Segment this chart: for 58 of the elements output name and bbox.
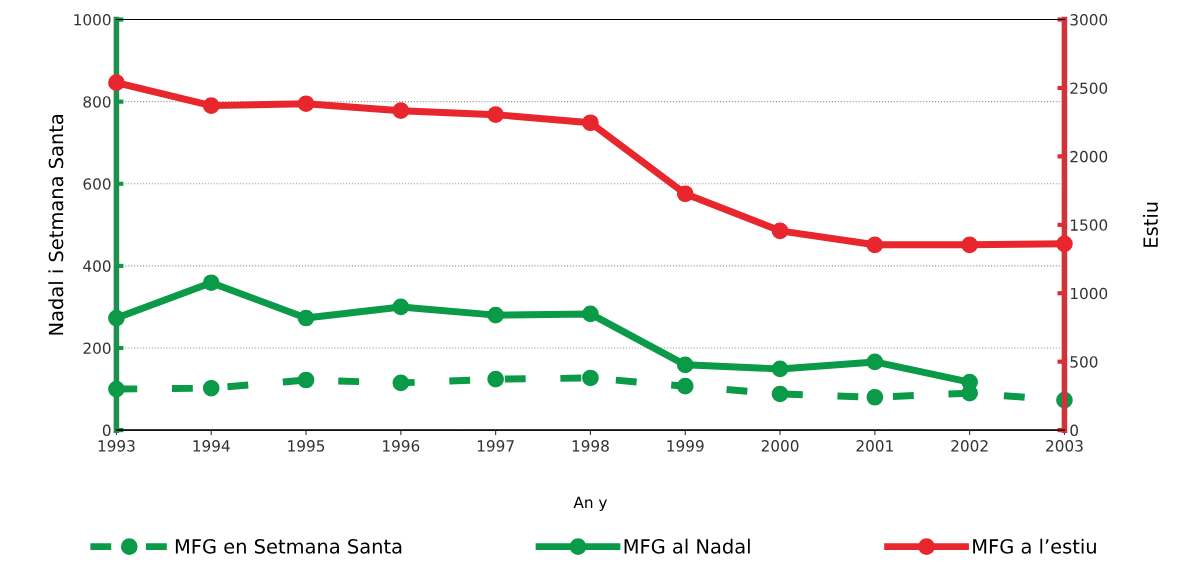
x-tick-label: 1998 <box>572 440 609 452</box>
point <box>108 74 125 91</box>
point <box>582 369 599 387</box>
x-tick-label: 1997 <box>477 440 514 452</box>
point <box>297 309 315 327</box>
point <box>866 236 884 254</box>
y2-tick-label: 1000 <box>1070 287 1108 300</box>
point <box>487 370 504 388</box>
y-tick-label: 400 <box>83 260 111 272</box>
point <box>392 298 410 316</box>
x-tick-label: 1995 <box>288 440 325 452</box>
x-tick-label: 2003 <box>1046 440 1083 452</box>
point <box>202 97 220 114</box>
point <box>676 185 694 203</box>
y-tick-label: 1000 <box>74 14 111 26</box>
point <box>297 95 315 113</box>
point <box>771 222 789 240</box>
point <box>582 305 599 323</box>
x-tick-label: 1999 <box>667 440 704 452</box>
point <box>582 114 599 132</box>
point <box>487 306 504 324</box>
point <box>297 371 315 389</box>
point <box>676 356 694 374</box>
legend-label: MFG en Setmana Santa <box>175 539 402 554</box>
x-tick-label: 2001 <box>856 440 893 452</box>
y-tick-label: 200 <box>83 342 111 355</box>
point <box>961 236 978 254</box>
y-axis-title: Nadal i Setmana Santa <box>48 114 64 335</box>
y2-tick-label: 1500 <box>1070 219 1108 231</box>
legend-label: MFG a l’estiu <box>973 538 1096 554</box>
x-tick-label: 1994 <box>193 440 230 452</box>
x-axis-title: An y <box>573 496 607 512</box>
point <box>676 377 694 395</box>
y2-tick-label: 500 <box>1070 356 1098 368</box>
y-tick-label: 600 <box>83 178 111 190</box>
point <box>487 106 504 123</box>
y-tick-label: 0 <box>102 424 111 437</box>
x-tick-label: 1996 <box>383 440 420 452</box>
point <box>202 274 220 292</box>
x-tick-label: 2002 <box>951 440 988 452</box>
point <box>392 374 410 392</box>
y2-tick-label: 0 <box>1070 424 1079 437</box>
y2-tick-label: 3000 <box>1070 14 1108 26</box>
x-tick-label: 1993 <box>98 440 135 452</box>
point <box>108 380 125 398</box>
legend-label: MFG al Nadal <box>624 538 750 554</box>
y2-tick-label: 2000 <box>1070 150 1108 163</box>
point <box>392 102 410 120</box>
point <box>866 353 884 371</box>
point <box>108 309 125 327</box>
point <box>771 360 789 378</box>
point <box>202 379 220 397</box>
point <box>771 385 789 403</box>
point <box>866 388 884 406</box>
y2-axis-title: Estiu <box>1142 202 1158 247</box>
y2-tick-label: 2500 <box>1070 82 1108 94</box>
x-tick-label: 2000 <box>761 440 799 452</box>
y-tick-label: 800 <box>83 96 111 108</box>
